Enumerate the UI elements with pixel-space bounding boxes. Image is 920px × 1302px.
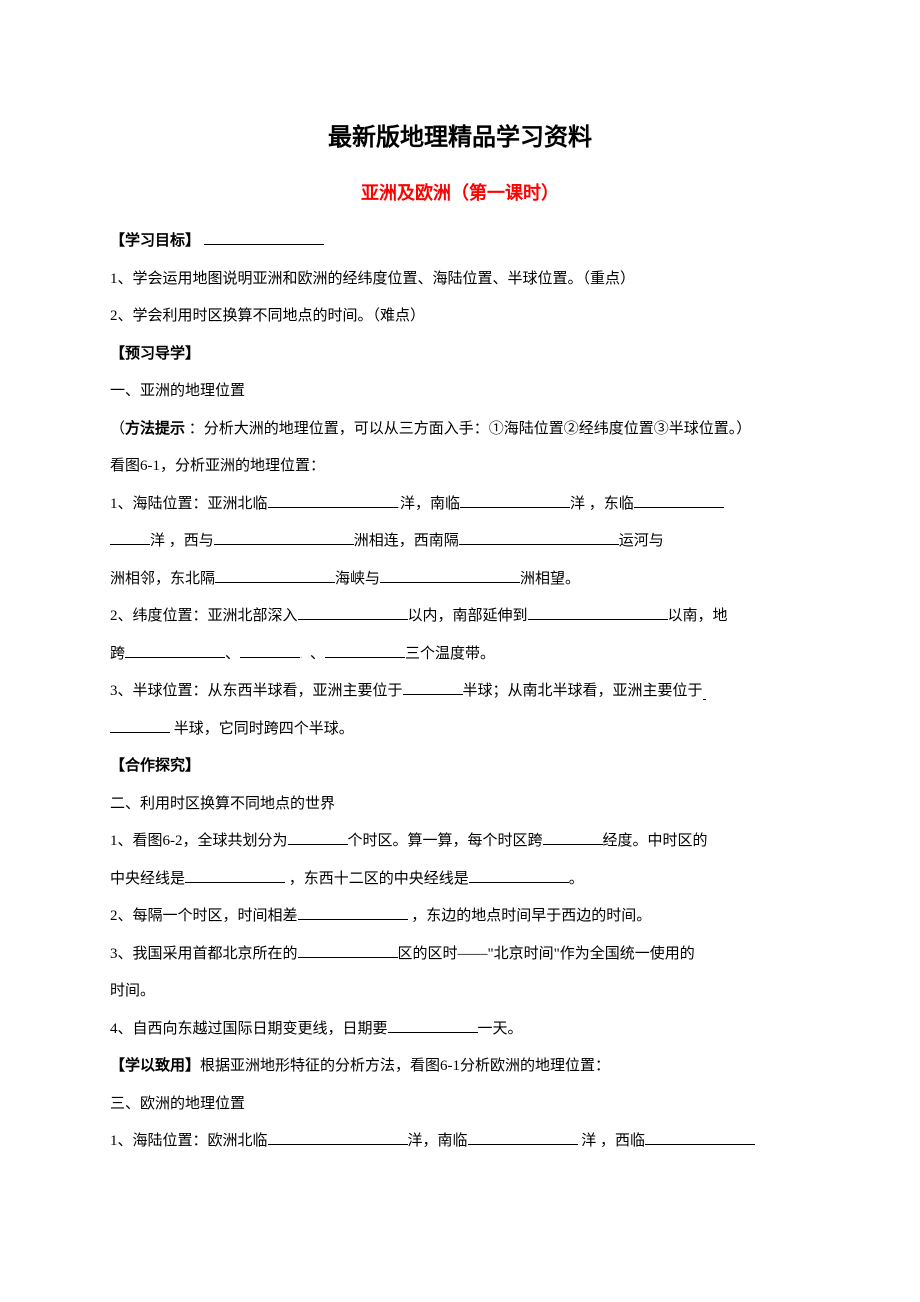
blank	[214, 530, 354, 545]
l1b: 洋，南临	[400, 496, 460, 512]
asia-line-3: 洲相邻，东北隔 海峡与 洲相望。	[110, 561, 810, 599]
blank	[325, 643, 405, 658]
asia-line-1: 1、海陆位置：亚洲北临.洋，南临洋 ，东临	[110, 486, 810, 524]
eu1c: 洋 ，西临	[578, 1133, 646, 1149]
goals-label-line: 【学习目标】	[110, 223, 810, 261]
blank	[388, 1018, 478, 1033]
preview-label: 【预习导学】	[110, 336, 810, 374]
blank	[110, 718, 170, 733]
asia-line-2: 洋 ，西与 洲相连，西南隔 运河与	[110, 523, 810, 561]
asia-line-6: 3、半球位置：从东西半球看，亚洲主要位于 半球；从南北半球看，亚洲主要位于	[110, 673, 810, 711]
blank	[543, 830, 603, 845]
blank	[634, 493, 724, 508]
explore-line-6: 4、自西向东越过国际日期变更线，日期要 一天。	[110, 1011, 810, 1049]
goal-item-2: 2、学会利用时区换算不同地点的时间。（难点）	[110, 298, 810, 336]
eu1b: 洋，南临	[408, 1133, 468, 1149]
l3b: 海峡与	[335, 571, 380, 587]
l3a: 洲相邻，东北隔	[110, 571, 215, 587]
dot-icon: .	[300, 650, 303, 661]
goals-label: 【学习目标】	[110, 233, 200, 249]
asia-line-7: 半球，它同时跨四个半球。	[110, 711, 810, 749]
blank	[468, 1130, 578, 1145]
e4a: 3、我国采用首都北京所在的	[110, 946, 298, 962]
eu1a: 1、海陆位置：欧洲北临	[110, 1133, 268, 1149]
e4b: 区的区时——"北京时间"作为全国统一使用的	[398, 946, 695, 962]
blank	[403, 680, 463, 695]
explore-line-4: 3、我国采用首都北京所在的 区的区时——"北京时间"作为全国统一使用的	[110, 936, 810, 974]
explore-label: 【合作探究】	[110, 748, 810, 786]
blank	[215, 568, 335, 583]
blank	[125, 643, 225, 658]
goals-underline	[204, 230, 324, 245]
l1a: 1、海陆位置：亚洲北临	[110, 496, 268, 512]
e2c: 。	[569, 871, 584, 887]
l6a: 3、半球位置：从东西半球看，亚洲主要位于	[110, 683, 403, 699]
e1b: 个时区。算一算，每个时区跨	[348, 833, 543, 849]
l5b: 、	[225, 646, 240, 662]
l4a: 2、纬度位置：亚洲北部深入	[110, 608, 298, 624]
e1c: 经度。中时区的	[603, 833, 708, 849]
preview-label-text: 【预习导学】	[110, 346, 200, 362]
explore-line-5: 时间。	[110, 973, 810, 1011]
l5d: 三个温度带。	[405, 646, 495, 662]
explore-line-2: 中央经线是 ，东西十二区的中央经线是 。	[110, 861, 810, 899]
blank	[298, 905, 408, 920]
blank	[268, 1130, 408, 1145]
blank	[185, 868, 285, 883]
l2c: 运河与	[619, 533, 664, 549]
l4b: 以内，南部延伸到	[408, 608, 528, 624]
blank	[110, 530, 150, 545]
explore-heading-2: 二、利用时区换算不同地点的世界	[110, 786, 810, 824]
apply-text: 根据亚洲地形特征的分析方法，看图6-1分析欧洲的地理位置：	[200, 1058, 610, 1074]
goal-item-1: 1、学会运用地图说明亚洲和欧洲的经纬度位置、海陆位置、半球位置。（重点）	[110, 261, 810, 299]
l4c: 以南，地	[668, 608, 728, 624]
l5c: 、	[310, 646, 325, 662]
blank	[288, 830, 348, 845]
main-title: 最新版地理精品学习资料	[110, 120, 810, 156]
e3b: ，东边的地点时间早于西边的时间。	[408, 908, 652, 924]
e6a: 4、自西向东越过国际日期变更线，日期要	[110, 1021, 388, 1037]
blank	[298, 605, 408, 620]
explore-line-1: 1、看图6-2，全球共划分为 个时区。算一算，每个时区跨 经度。中时区的	[110, 823, 810, 861]
explore-line-3: 2、每隔一个时区，时间相差 ，东边的地点时间早于西边的时间。	[110, 898, 810, 936]
apply-label: 【学以致用】	[110, 1058, 200, 1074]
blank	[380, 568, 520, 583]
blank	[528, 605, 668, 620]
europe-line-1: 1、海陆位置：欧洲北临 洋，南临 洋 ，西临	[110, 1123, 810, 1161]
e2a: 中央经线是	[110, 871, 185, 887]
look-fig: 看图6-1，分析亚洲的地理位置：	[110, 448, 810, 486]
blank	[469, 868, 569, 883]
blank-trail	[703, 683, 707, 700]
sub-title: 亚洲及欧洲（第一课时）	[110, 180, 810, 207]
blank	[240, 643, 300, 658]
apply-line: 【学以致用】根据亚洲地形特征的分析方法，看图6-1分析欧洲的地理位置：	[110, 1048, 810, 1086]
asia-line-5: 跨 、. 、 三个温度带。	[110, 636, 810, 674]
e1a: 1、看图6-2，全球共划分为	[110, 833, 288, 849]
l7a: 半球，它同时跨四个半球。	[170, 721, 354, 737]
l2a: 洋 ，西与	[150, 533, 214, 549]
explore-label-text: 【合作探究】	[110, 758, 200, 774]
apply-heading-3: 三、欧洲的地理位置	[110, 1086, 810, 1124]
blank	[459, 530, 619, 545]
preview-heading-1: 一、亚洲的地理位置	[110, 373, 810, 411]
method-bold: 方法提示	[125, 421, 185, 437]
blank	[645, 1130, 755, 1145]
e2b: ，东西十二区的中央经线是	[285, 871, 469, 887]
blank	[460, 493, 570, 508]
l1c: 洋 ，东临	[570, 496, 634, 512]
blank	[268, 493, 398, 508]
e3a: 2、每隔一个时区，时间相差	[110, 908, 298, 924]
l6b: 半球；从南北半球看，亚洲主要位于	[463, 683, 703, 699]
e6b: 一天。	[478, 1021, 523, 1037]
method-hint: （方法提示 ：分析大洲的地理位置，可以从三方面入手：①海陆位置②经纬度位置③半球…	[110, 411, 810, 449]
blank	[298, 943, 398, 958]
asia-line-4: 2、纬度位置：亚洲北部深入 以内，南部延伸到 以南，地	[110, 598, 810, 636]
l5a: 跨	[110, 646, 125, 662]
l2b: 洲相连，西南隔	[354, 533, 459, 549]
l3c: 洲相望。	[520, 571, 580, 587]
